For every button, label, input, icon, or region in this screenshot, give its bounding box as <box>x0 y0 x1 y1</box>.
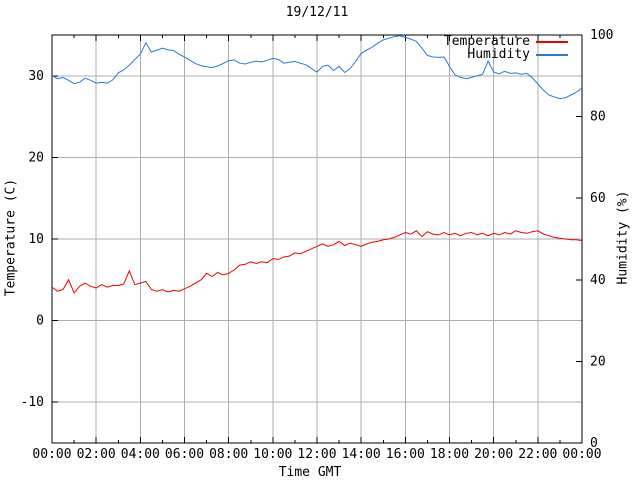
x-tick-label: 14:00 <box>342 447 381 462</box>
x-tick-label: 02:00 <box>77 447 116 462</box>
y-left-tick-label: 30 <box>28 69 44 84</box>
x-tick-label: 00:00 <box>562 447 601 462</box>
y-left-tick-label: 10 <box>28 232 44 247</box>
temperature-series-line <box>51 230 583 294</box>
legend-label-temperature: Temperature <box>443 34 530 49</box>
x-tick-label: 20:00 <box>474 447 513 462</box>
y-right-tick-label: 100 <box>590 28 613 43</box>
x-tick-label: 22:00 <box>518 447 557 462</box>
y-right-tick-label: 60 <box>590 191 606 206</box>
x-tick-label: 08:00 <box>209 447 248 462</box>
x-tick-label: 10:00 <box>253 447 292 462</box>
y-right-tick-label: 40 <box>590 273 606 288</box>
x-tick-label: 04:00 <box>121 447 160 462</box>
x-axis-label: Time GMT <box>278 465 342 480</box>
y-left-tick-label: 20 <box>28 150 44 165</box>
y-left-axis-label: Temperature (C) <box>3 178 19 297</box>
humidity-series-line <box>51 35 583 100</box>
y-right-tick-label: 0 <box>590 436 598 451</box>
y-left-tick-label: 0 <box>36 314 44 329</box>
legend-line-sample-temperature <box>536 40 568 43</box>
legend-item-humidity: Humidity <box>444 48 568 61</box>
legend-label-humidity: Humidity <box>467 47 530 62</box>
x-tick-label: 12:00 <box>297 447 336 462</box>
y-right-axis-label: Humidity (%) <box>615 190 631 285</box>
y-right-tick-label: 80 <box>590 110 606 125</box>
y-left-tick-label: -10 <box>21 395 44 410</box>
legend-line-sample-humidity <box>536 53 568 56</box>
y-right-tick-label: 20 <box>590 354 606 369</box>
legend: Temperature Humidity <box>444 35 568 61</box>
x-tick-label: 18:00 <box>430 447 469 462</box>
x-tick-label: 16:00 <box>386 447 425 462</box>
x-tick-label: 06:00 <box>165 447 204 462</box>
x-tick-label: 00:00 <box>32 447 71 462</box>
legend-item-temperature: Temperature <box>444 35 568 48</box>
chart-title: 19/12/11 <box>285 5 349 20</box>
